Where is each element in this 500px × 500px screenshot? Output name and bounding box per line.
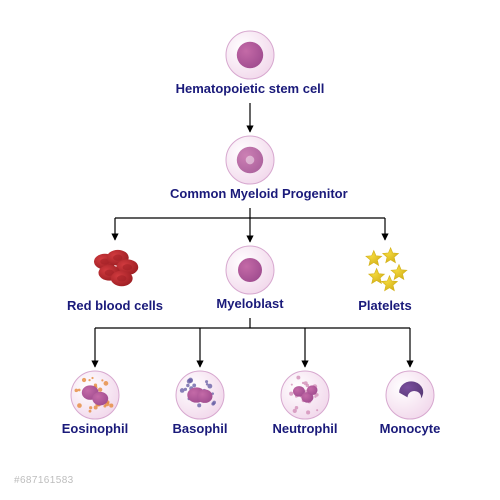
neutrophil-icon — [279, 369, 331, 421]
watermark: #687161583 — [14, 475, 74, 486]
basophil-icon — [174, 369, 226, 421]
stem-icon — [224, 29, 276, 81]
node-label: Common Myeloid Progenitor — [170, 186, 330, 201]
eosinophil-icon — [69, 369, 121, 421]
diagram-stage: #687161583 Hematopoietic stem cell Common… — [0, 0, 500, 500]
node-label: Monocyte — [330, 421, 490, 436]
node-label: Platelets — [305, 298, 465, 313]
myeloblast-icon — [224, 244, 276, 296]
monocyte-icon — [384, 369, 436, 421]
node-platelets: Platelets — [305, 242, 465, 313]
node-label: Hematopoietic stem cell — [170, 81, 330, 96]
node-cmp: Common Myeloid Progenitor — [170, 134, 330, 201]
node-monocyte: Monocyte — [330, 369, 490, 436]
platelets-icon — [357, 242, 413, 298]
progenitor-icon — [224, 134, 276, 186]
rbc-icon — [87, 242, 143, 298]
node-hsc: Hematopoietic stem cell — [170, 29, 330, 96]
